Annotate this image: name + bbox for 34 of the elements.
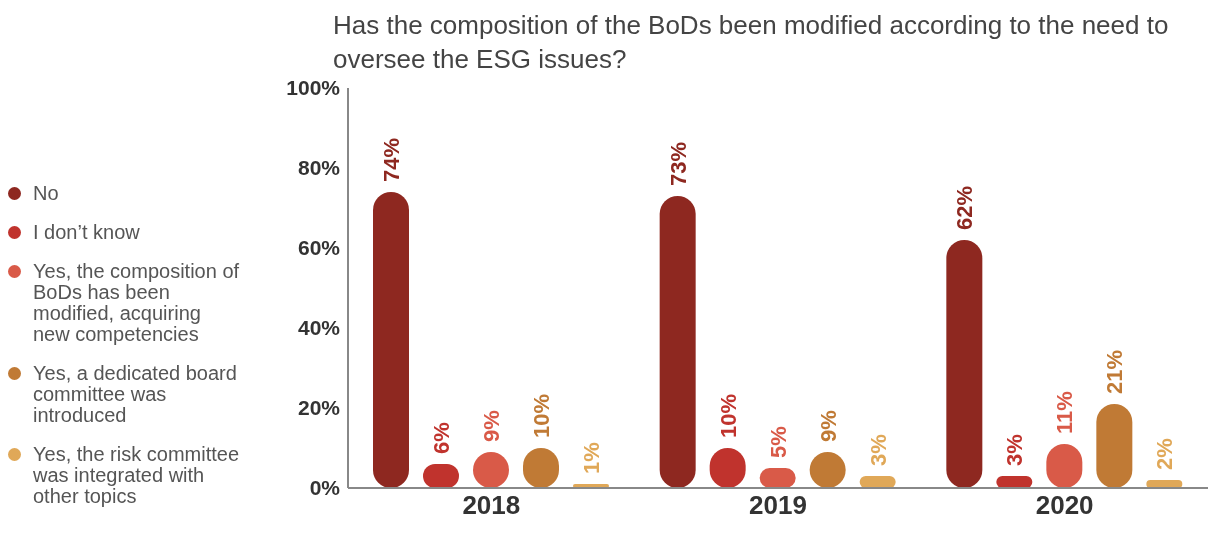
legend-label: Yes, a dedicated board committee was introduced [33,362,238,426]
x-tick-label: 2018 [462,490,521,521]
data-label: 1% [579,442,604,474]
data-label: 73% [665,141,691,186]
bar [1096,404,1133,488]
data-label: 3% [1002,434,1028,466]
chart-title: Has the composition of the BoDs been modified according to the need to oversee the ESG issues? [333,9,1170,76]
bar [659,196,696,488]
bar [946,240,983,488]
data-label: 10% [715,393,741,438]
data-label: 62% [952,185,978,230]
data-label: 10% [529,393,554,438]
legend-label: Yes, the composition of BoDs has been modified, acquiring new competencies [33,260,241,345]
legend-label: No [33,182,60,204]
y-tick-label: 100% [286,76,341,100]
data-label: 6% [429,422,454,454]
x-tick-label: 2020 [1035,490,1094,521]
data-label: 3% [865,434,891,466]
y-tick-label: 20% [297,396,341,420]
data-label: 5% [765,426,791,458]
x-tick-label: 2019 [749,490,807,521]
data-label: 21% [1102,349,1128,394]
bar [373,192,409,488]
data-label: 2% [1152,438,1178,470]
y-tick-label: 60% [297,236,341,260]
y-tick-label: 0% [309,476,341,500]
legend-label: Yes, the risk committee was integrated with other topics [33,443,240,507]
data-label: 9% [815,410,841,442]
legend-label: I don’t know [33,221,141,243]
data-label: 74% [379,137,404,182]
y-tick-label: 40% [297,316,341,340]
data-label: 9% [479,410,504,442]
y-tick-label: 80% [297,156,341,180]
data-label: 11% [1052,391,1078,434]
